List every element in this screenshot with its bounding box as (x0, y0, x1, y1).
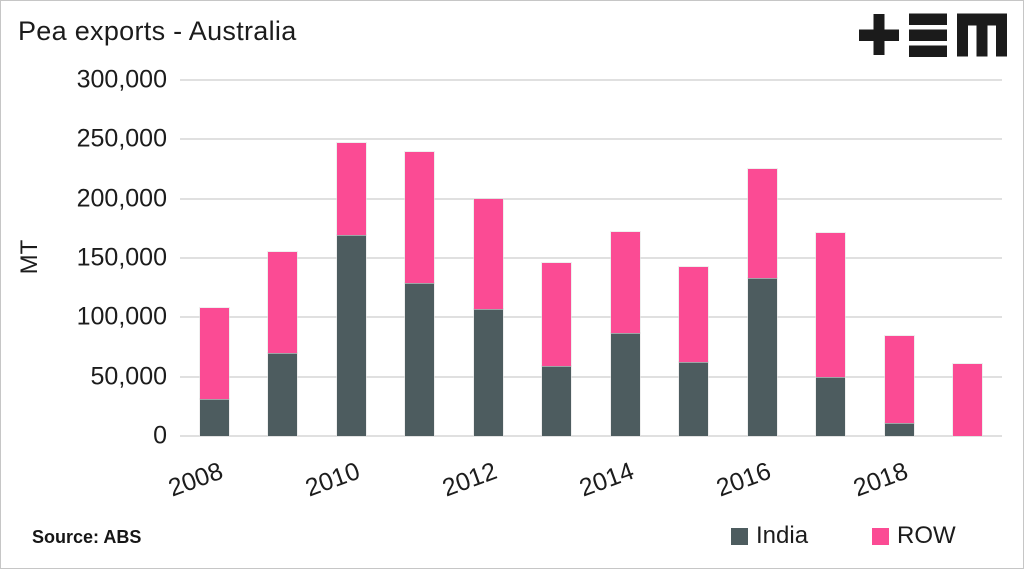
gridline (180, 257, 1002, 259)
bar-2010-india (335, 234, 367, 437)
gridline (180, 375, 1002, 378)
bar-2015-india (678, 361, 710, 437)
x-axis-tick-label: 2016 (712, 457, 775, 503)
gridline (180, 435, 1002, 437)
x-axis-tick-label: 2014 (575, 457, 638, 503)
gridline (180, 316, 1002, 319)
y-axis-tick-label: 300,000 (76, 65, 167, 94)
gridline (180, 79, 1002, 81)
gridline (180, 197, 1002, 200)
bar-2008-row (198, 306, 230, 401)
x-axis-tick-label: 2010 (301, 457, 364, 503)
y-axis-tick-label: 100,000 (76, 302, 167, 331)
chart-title: Pea exports - Australia (18, 16, 297, 46)
y-axis-title: MT (15, 239, 43, 275)
bar-2011-row (404, 151, 436, 284)
bar-2015-row (678, 266, 710, 364)
gridline (180, 138, 1002, 141)
bar-2009-row (267, 251, 299, 354)
bar-2010-row (335, 141, 367, 237)
bar-2013-india (541, 364, 573, 437)
x-axis-tick-label: 2008 (164, 457, 227, 503)
bar-2017-india (815, 375, 847, 437)
bar-2017-row (815, 232, 847, 378)
bar-2012-row (472, 197, 504, 311)
x-axis-tick-label: 2012 (438, 457, 501, 503)
legend: India ROW (731, 522, 956, 550)
bar-2018-india (883, 421, 915, 437)
legend-swatch-india (731, 527, 748, 545)
y-axis-tick-label: 250,000 (76, 124, 167, 153)
logo-bars-icon (909, 13, 947, 25)
y-axis-tick-label: 50,000 (90, 362, 167, 391)
bar-2008-india (198, 398, 230, 437)
bar-2009-india (267, 351, 299, 437)
bar-2011-india (404, 281, 436, 437)
legend-item-row: ROW (872, 522, 956, 550)
x-axis-tick-label: 2018 (849, 457, 912, 503)
y-axis-tick-label: 0 (153, 421, 167, 450)
bar-2016-row (746, 167, 778, 280)
source-note: Source: ABS (32, 527, 142, 547)
y-axis-tick-label: 200,000 (76, 184, 167, 213)
y-axis-tick-label: 150,000 (76, 243, 167, 272)
legend-item-india: India (731, 522, 808, 550)
legend-label-india: India (756, 522, 809, 549)
bar-2013-row (541, 261, 573, 367)
bar-2014-row (609, 230, 641, 334)
legend-swatch-row (872, 527, 890, 545)
legend-label-row: ROW (897, 522, 956, 549)
bar-2019-row (952, 362, 984, 437)
bar-2018-row (883, 335, 915, 424)
bar-2014-india (609, 331, 641, 437)
tem-logo (859, 13, 1007, 57)
bar-2016-india (746, 277, 778, 437)
bar-2012-india (472, 308, 504, 437)
